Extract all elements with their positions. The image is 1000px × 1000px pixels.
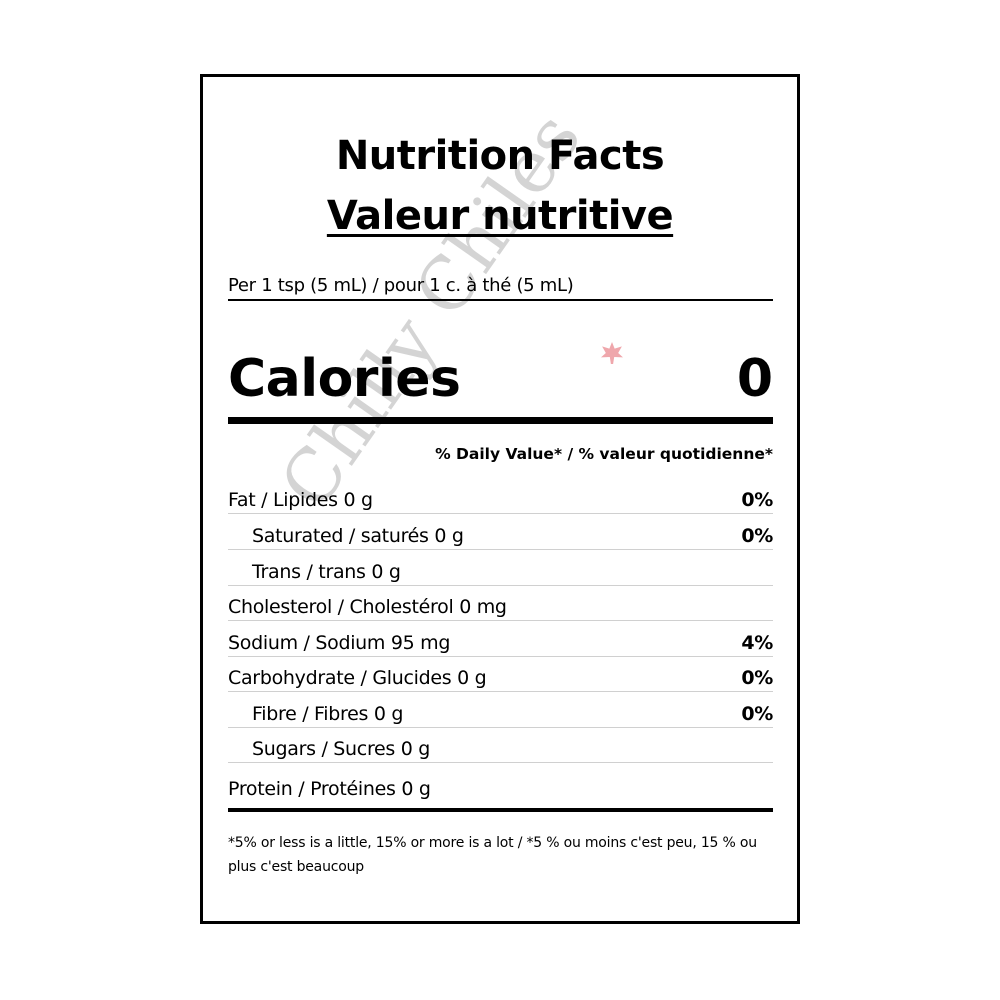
daily-value-header: % Daily Value* / % valeur quotidienne* [435,445,773,463]
serving-size: Per 1 tsp (5 mL) / pour 1 c. à thé (5 mL… [228,275,574,296]
nutrient-name: Fat / Lipides 0 g [228,489,373,511]
maple-leaf-icon [601,342,623,364]
nutrient-row-protein: Protein / Protéines 0 g [228,767,773,802]
nutrient-row-fibre: Fibre / Fibres 0 g 0% [228,692,773,728]
protein-divider [228,808,773,812]
nutrient-dv: 0% [741,489,773,511]
footnote: *5% or less is a little, 15% or more is … [228,835,757,875]
title-french: Valeur nutritive [203,193,797,239]
nutrient-row-sodium: Sodium / Sodium 95 mg 4% [228,621,773,657]
nutrient-name: Protein / Protéines 0 g [228,778,431,800]
calories-value: 0 [736,349,773,409]
nutrient-name: Saturated / saturés 0 g [252,525,464,547]
nutrient-name: Fibre / Fibres 0 g [252,703,404,725]
nutrient-dv: 0% [741,703,773,725]
nutrient-row-carbohydrate: Carbohydrate / Glucides 0 g 0% [228,656,773,692]
nutrient-name: Sugars / Sucres 0 g [252,738,431,760]
nutrient-dv: 0% [741,667,773,689]
nutrient-row-trans: Trans / trans 0 g [228,550,773,586]
nutrient-row-fat: Fat / Lipides 0 g 0% [228,478,773,514]
nutrient-name: Sodium / Sodium 95 mg [228,632,451,654]
nutrient-name: Trans / trans 0 g [252,561,401,583]
nutrient-dv: 4% [741,632,773,654]
nutrient-name: Carbohydrate / Glucides 0 g [228,667,487,689]
serving-divider [228,299,773,301]
nutrient-row-sugars: Sugars / Sucres 0 g [228,727,773,763]
nutrient-dv: 0% [741,525,773,547]
title-english: Nutrition Facts [335,133,665,179]
nutrient-row-cholesterol: Cholesterol / Cholestérol 0 mg [228,585,773,621]
calories-divider [228,417,773,424]
calories-label: Calories [228,349,461,409]
nutrient-name: Cholesterol / Cholestérol 0 mg [228,596,507,618]
nutrient-row-saturated: Saturated / saturés 0 g 0% [228,514,773,550]
title-french-text: Valeur nutritive [326,193,674,239]
nutrition-facts-label: Chilly Chiles Nutrition Facts Valeur nut… [200,74,800,924]
